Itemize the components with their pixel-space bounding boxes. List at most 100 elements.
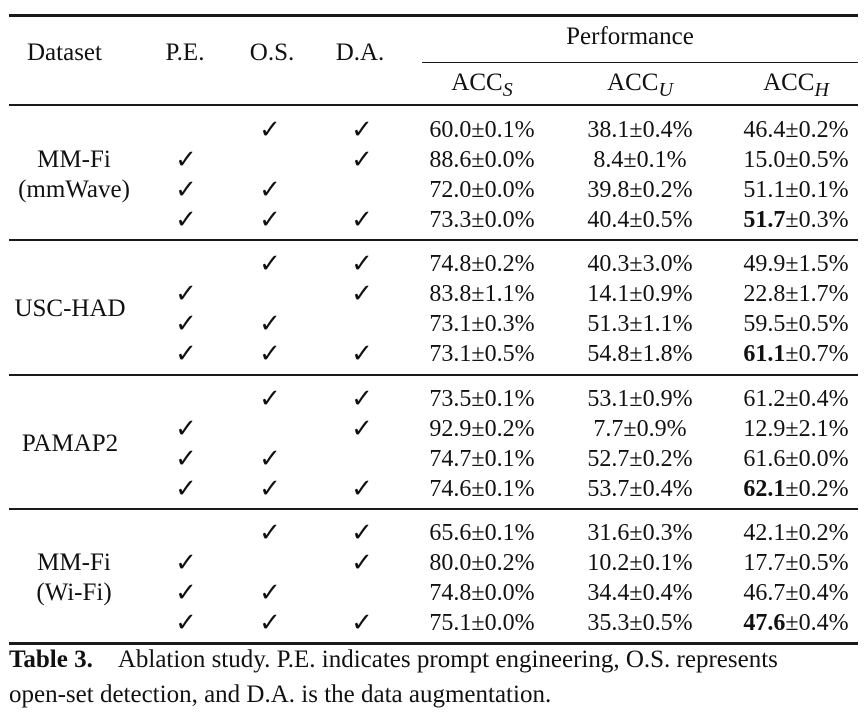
dataset-name: PAMAP2	[21, 430, 119, 457]
acc-s-value: 73.3±0.0%	[429, 207, 535, 233]
acc-h-sub: H	[814, 79, 829, 101]
caption-text-1: Ablation study. P.E. indicates prompt en…	[117, 646, 778, 673]
header-pe: P.E.	[165, 39, 205, 66]
checkmark-icon: ✓	[259, 608, 281, 638]
header-acc-u: ACCU	[560, 68, 720, 105]
acc-u-value: 54.8±1.8%	[587, 341, 693, 367]
acc-u-sub: U	[658, 79, 673, 101]
acc-h-main: 61.2	[743, 386, 786, 412]
acc-s-value: 74.6±0.1%	[429, 476, 535, 502]
dataset-name: MM-Fi	[37, 549, 111, 576]
checkmark-icon: ✓	[351, 115, 373, 145]
header-rule	[9, 104, 858, 106]
group-rule-1	[9, 239, 858, 241]
acc-h-main: 42.1	[743, 520, 786, 546]
top-rule	[9, 14, 858, 17]
acc-h-main: 46.7	[743, 580, 786, 606]
acc-h-std: ±0.0%	[785, 446, 849, 472]
acc-u-value: 40.3±3.0%	[587, 251, 693, 277]
acc-h-std: ±0.2%	[785, 476, 849, 502]
acc-h-main: 12.9	[743, 416, 786, 442]
acc-label: ACC	[451, 69, 503, 96]
acc-h-value: 61.6±0.0%	[716, 444, 868, 474]
acc-u-value: 34.4±0.4%	[587, 580, 693, 606]
checkmark-icon: ✓	[351, 249, 373, 279]
acc-u-value: 51.3±1.1%	[587, 311, 693, 337]
header-os: O.S.	[249, 39, 295, 66]
checkmark-icon: ✓	[259, 309, 281, 339]
checkmark-icon: ✓	[259, 115, 281, 145]
acc-s-value: 88.6±0.0%	[429, 147, 535, 173]
dataset-name: USC-HAD	[14, 295, 126, 322]
acc-s-value: 60.0±0.1%	[429, 117, 535, 143]
acc-h-value: 59.5±0.5%	[716, 309, 868, 339]
performance-rule	[422, 62, 858, 63]
acc-h-value: 51.7±0.3%	[716, 205, 868, 235]
acc-u-value: 10.2±0.1%	[587, 550, 693, 576]
dataset-name: MM-Fi	[37, 146, 111, 173]
acc-h-main: 59.5	[743, 311, 786, 337]
header-dataset: Dataset	[27, 39, 102, 66]
acc-h-value: 46.7±0.4%	[716, 578, 868, 608]
checkmark-icon: ✓	[175, 548, 197, 578]
acc-h-value: 61.1±0.7%	[716, 339, 868, 369]
checkmark-icon: ✓	[175, 175, 197, 205]
acc-h-value: 47.6±0.4%	[716, 608, 868, 638]
checkmark-icon: ✓	[175, 444, 197, 474]
checkmark-icon: ✓	[175, 339, 197, 369]
acc-s-value: 92.9±0.2%	[429, 416, 535, 442]
acc-s-value: 73.1±0.3%	[429, 311, 535, 337]
checkmark-icon: ✓	[351, 414, 373, 444]
acc-h-std: ±0.5%	[785, 550, 849, 576]
acc-h-main: 17.7	[743, 550, 786, 576]
acc-h-std: ±2.1%	[785, 416, 849, 442]
acc-h-value: 62.1±0.2%	[716, 474, 868, 504]
acc-h-value: 17.7±0.5%	[716, 548, 868, 578]
acc-h-std: ±0.1%	[785, 177, 849, 203]
acc-s-value: 72.0±0.0%	[429, 177, 535, 203]
acc-h-value: 49.9±1.5%	[716, 249, 868, 279]
caption-line-2: open-set detection, and D.A. is the data…	[9, 681, 552, 708]
acc-h-std: ±0.4%	[785, 580, 849, 606]
caption-line-1: Table 3. Ablation study. P.E. indicates …	[9, 642, 778, 678]
acc-h-value: 51.1±0.1%	[716, 175, 868, 205]
acc-s-value: 74.8±0.2%	[429, 251, 535, 277]
checkmark-icon: ✓	[259, 578, 281, 608]
acc-h-std: ±0.2%	[785, 117, 849, 143]
acc-h-main: 22.8	[743, 281, 786, 307]
acc-h-main: 15.0	[743, 147, 786, 173]
acc-h-std: ±0.7%	[785, 341, 849, 367]
acc-s-sub: S	[502, 79, 513, 101]
group-rule-2	[9, 374, 858, 376]
acc-h-value: 22.8±1.7%	[716, 279, 868, 309]
checkmark-icon: ✓	[259, 384, 281, 414]
acc-u-value: 52.7±0.2%	[587, 446, 693, 472]
checkmark-icon: ✓	[351, 518, 373, 548]
acc-u-value: 8.4±0.1%	[593, 147, 687, 173]
checkmark-icon: ✓	[259, 518, 281, 548]
acc-h-best: 47.6	[743, 610, 786, 636]
acc-label: ACC	[607, 69, 659, 96]
acc-u-value: 53.7±0.4%	[587, 476, 693, 502]
acc-h-value: 61.2±0.4%	[716, 384, 868, 414]
acc-h-main: 46.4	[743, 117, 786, 143]
acc-h-std: ±1.7%	[785, 281, 849, 307]
checkmark-icon: ✓	[175, 608, 197, 638]
acc-s-value: 73.5±0.1%	[429, 386, 535, 412]
acc-h-value: 46.4±0.2%	[716, 115, 868, 145]
acc-h-value: 15.0±0.5%	[716, 145, 868, 175]
acc-s-value: 83.8±1.1%	[429, 281, 535, 307]
checkmark-icon: ✓	[351, 608, 373, 638]
checkmark-icon: ✓	[351, 339, 373, 369]
acc-h-std: ±0.3%	[785, 207, 849, 233]
acc-h-value: 12.9±2.1%	[716, 414, 868, 444]
checkmark-icon: ✓	[259, 249, 281, 279]
acc-s-value: 80.0±0.2%	[429, 550, 535, 576]
acc-h-best: 61.1	[743, 341, 786, 367]
dataset-name-sub: (Wi-Fi)	[36, 579, 112, 606]
caption-label: Table 3.	[9, 646, 93, 673]
checkmark-icon: ✓	[175, 414, 197, 444]
acc-h-std: ±0.4%	[785, 610, 849, 636]
acc-s-value: 73.1±0.5%	[429, 341, 535, 367]
acc-u-value: 35.3±0.5%	[587, 610, 693, 636]
